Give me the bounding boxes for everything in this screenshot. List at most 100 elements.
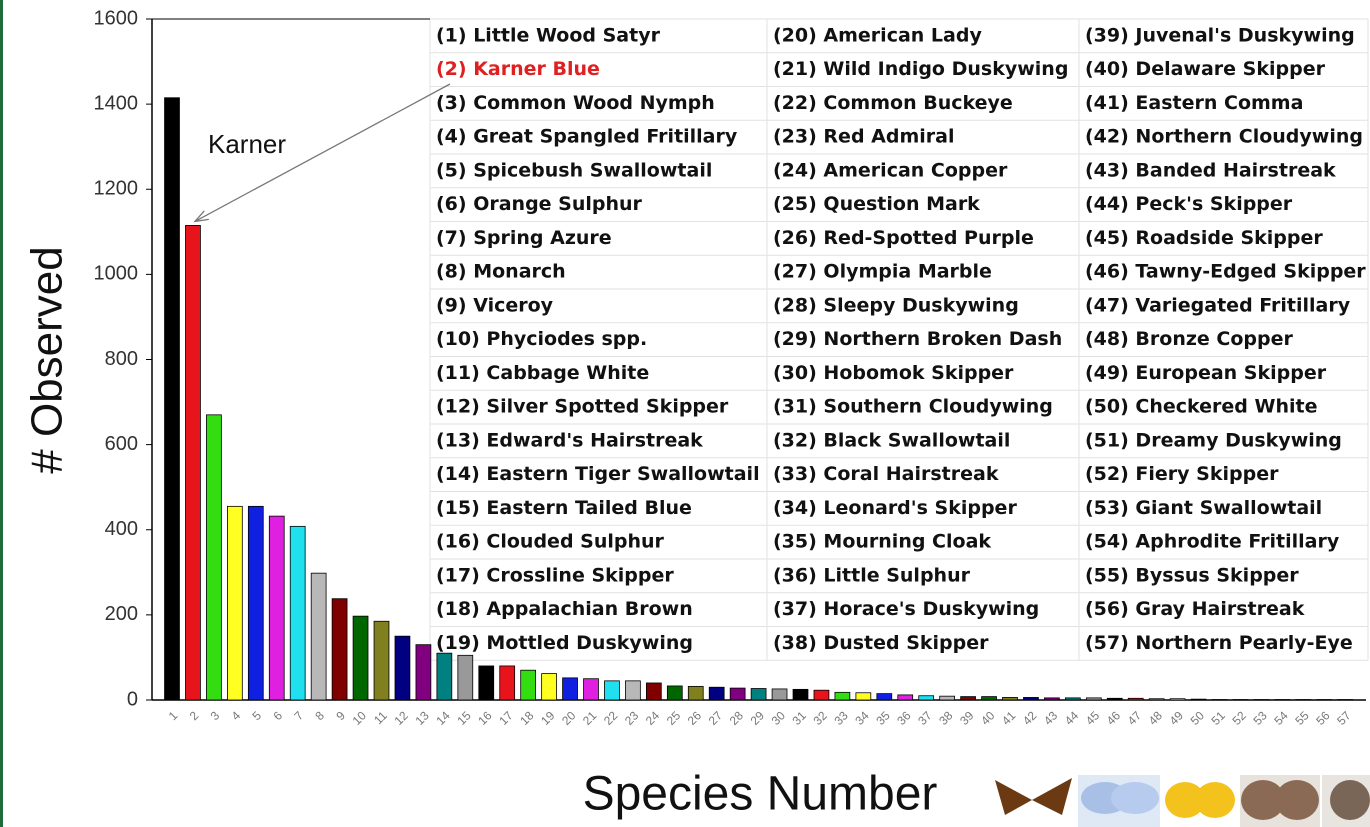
bar [457,654,474,701]
bar [541,673,557,701]
legend-entry: (46) Tawny-Edged Skipper [1085,261,1366,283]
bar [771,688,788,701]
x-tick-label: 31 [790,708,810,728]
bar [750,688,767,701]
x-tick-label: 48 [1146,708,1166,728]
x-tick-label: 23 [622,708,642,728]
x-tick-label: 5 [250,708,265,723]
legend-entry: (24) American Copper [773,159,1008,181]
bar [268,515,285,701]
legend-entry: (53) Giant Swallowtail [1085,497,1322,519]
x-tick-label: 53 [1250,708,1270,728]
x-tick-label: 44 [1062,708,1082,728]
legend-entry: (44) Peck's Skipper [1085,193,1293,215]
bar [289,525,306,701]
legend-entry: (8) Monarch [436,261,566,283]
legend-entry: (34) Leonard's Skipper [773,497,1017,519]
frame-edge [0,0,3,827]
bar [562,677,578,701]
legend-entry: (23) Red Admiral [773,126,954,148]
legend-entry: (13) Edward's Hairstreak [436,429,703,451]
legend-entry: (17) Crossline Skipper [436,564,674,586]
bar [1106,697,1123,701]
legend-entry: (5) Spicebush Swallowtail [436,159,712,181]
x-tick-label: 14 [433,708,453,728]
legend-entry: (38) Dusted Skipper [773,632,989,654]
x-tick-label: 39 [957,708,977,728]
bar [625,680,641,701]
bar [185,225,201,701]
legend-entry: (35) Mourning Cloak [773,531,991,553]
legend-entry: (16) Clouded Sulphur [436,531,665,553]
legend-entry: (21) Wild Indigo Duskywing [773,58,1068,80]
bar [645,682,662,701]
legend-entry: (57) Northern Pearly-Eye [1085,632,1353,654]
bar [897,694,914,701]
x-tick-label: 27 [706,708,726,728]
x-tick-label: 43 [1041,708,1061,728]
bar [331,598,348,701]
annotation-arrow [194,83,451,223]
x-tick-label: 40 [978,708,998,728]
legend-entry: (15) Eastern Tailed Blue [436,497,692,519]
x-tick-label: 20 [559,708,579,728]
legend-entry: (40) Delaware Skipper [1085,58,1326,80]
bar [1002,697,1018,701]
x-tick-label: 46 [1104,708,1124,728]
x-tick-label: 2 [187,708,202,723]
legend-entry: (27) Olympia Marble [773,261,992,283]
bar [813,689,830,701]
legend-entry: (11) Cabbage White [436,362,649,384]
y-tick-label: 1600 [94,7,139,29]
legend-entry: (43) Banded Hairstreak [1085,159,1336,181]
legend-entry: (9) Viceroy [436,294,554,316]
x-tick-label: 26 [685,708,705,728]
x-tick-label: 49 [1167,708,1187,728]
x-tick-label: 16 [475,708,495,728]
bar [247,505,264,701]
legend-entry: (41) Eastern Comma [1085,92,1303,114]
bar [918,695,935,701]
bar [1148,698,1165,701]
x-tick-label: 29 [748,708,768,728]
y-tick-label: 800 [105,348,138,370]
bar [520,669,537,701]
legend-entry: (20) American Lady [773,24,982,46]
bar [708,686,725,701]
x-tick-label: 13 [412,708,432,728]
bar [1169,698,1186,701]
x-tick-label: 10 [350,708,370,728]
bar [394,635,411,701]
x-tick-label: 50 [1188,708,1208,728]
x-tick-label: 38 [936,708,956,728]
x-tick-label: 47 [1125,708,1145,728]
x-tick-label: 18 [517,708,537,728]
bar [604,680,620,701]
legend-entry: (31) Southern Cloudywing [773,396,1053,418]
annotation: Karner [208,129,286,159]
bar [226,505,243,701]
bar [876,693,893,701]
x-tick-label: 8 [312,708,327,723]
x-tick-label: 57 [1334,708,1354,728]
bar [792,688,809,701]
x-tick-label: 42 [1020,708,1040,728]
legend-entry: (54) Aphrodite Fritillary [1085,531,1340,553]
legend-entry: (33) Coral Hairstreak [773,463,999,485]
x-tick-label: 21 [580,708,600,728]
x-tick-label: 15 [454,708,474,728]
x-tick-label: 37 [915,708,935,728]
bar [687,685,704,701]
x-tick-label: 3 [208,708,223,723]
legend-entry: (29) Northern Broken Dash [773,328,1062,350]
bar [206,414,222,701]
legend-entry: (14) Eastern Tiger Swallowtail [436,463,760,485]
legend-entry: (39) Juvenal's Duskywing [1085,24,1355,46]
x-tick-label: 34 [852,708,872,728]
x-tick-label: 9 [333,708,348,723]
legend-entry: (26) Red-Spotted Purple [773,227,1034,249]
bar [666,685,683,701]
legend-entry: (37) Horace's Duskywing [773,598,1039,620]
bar [352,615,369,701]
